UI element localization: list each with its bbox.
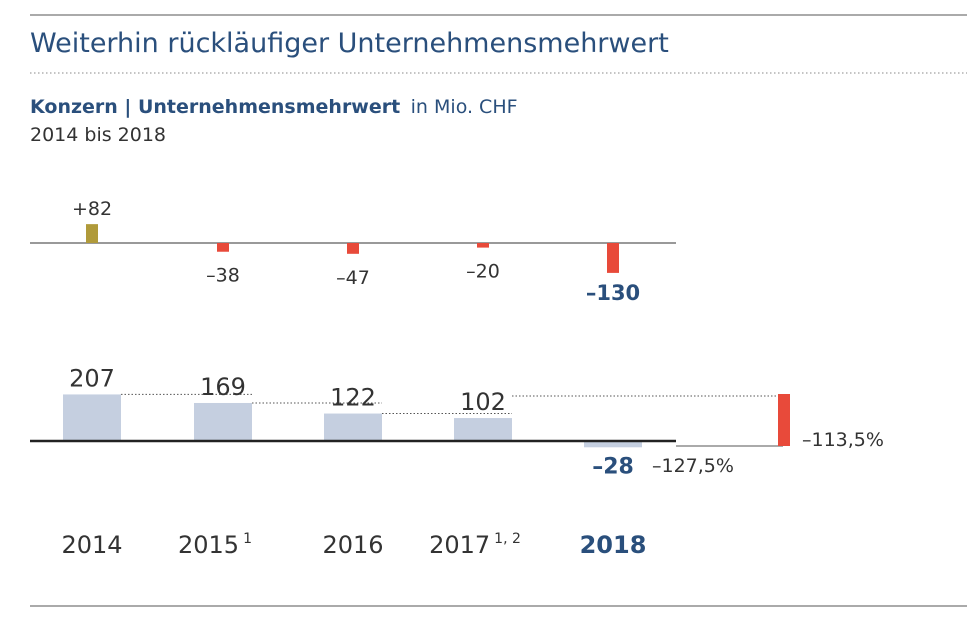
- change-bar-2018: [607, 243, 619, 273]
- change-bar-2015: [217, 243, 229, 252]
- value-label-2018: –28: [592, 454, 634, 479]
- total-change-bar: [778, 394, 790, 446]
- value-bar-2016: [324, 413, 382, 441]
- value-label-2017: 102: [460, 388, 506, 416]
- year-text: 2016: [322, 531, 383, 559]
- value-bar-2017: [454, 418, 512, 441]
- change-bar-2016: [347, 243, 359, 254]
- page-title: Weiterhin rückläufiger Unternehmensmehrw…: [30, 28, 669, 59]
- change-bar-2017: [477, 243, 489, 248]
- year-text: 2017: [429, 531, 490, 559]
- change-2017-2018-label: –127,5%: [652, 455, 734, 477]
- change-label-2014: +82: [72, 198, 112, 220]
- change-2014-2018-label: –113,5%: [802, 429, 884, 451]
- value-bar-2015: [194, 402, 252, 441]
- change-bar-2014: [86, 224, 98, 243]
- chart-subtitle: Konzern | Unternehmensmehrwert in Mio. C…: [30, 96, 518, 118]
- year-label-2016: 2016: [322, 531, 383, 559]
- year-text: 2014: [61, 531, 122, 559]
- year-range: 2014 bis 2018: [30, 124, 166, 146]
- change-label-2015: –38: [206, 265, 240, 287]
- change-label-2017: –20: [466, 261, 500, 283]
- value-bar-2014: [63, 394, 121, 441]
- value-label-2014: 207: [69, 364, 115, 392]
- year-footnote: 1, 2: [494, 531, 521, 547]
- value-label-2015: 169: [200, 373, 246, 401]
- year-labels: 2014 2015 1 2016 2017 1, 2 2018: [61, 531, 646, 559]
- value-chart: 207 169 122 102 –28 –127,5% –113,5%: [30, 364, 884, 479]
- year-label-2015: 2015 1: [178, 531, 252, 559]
- year-label-2018: 2018: [580, 531, 647, 559]
- subtitle-bold: Konzern | Unternehmensmehrwert: [30, 96, 400, 118]
- year-footnote: 1: [243, 531, 252, 547]
- year-text: 2018: [580, 531, 647, 559]
- year-text: 2015: [178, 531, 239, 559]
- change-chart: +82 –38 –47 –20 –130: [30, 198, 676, 305]
- change-label-2018: –130: [586, 281, 640, 305]
- year-label-2014: 2014: [61, 531, 122, 559]
- value-bar-2018: [584, 441, 642, 448]
- value-label-2016: 122: [330, 384, 376, 412]
- year-label-2017: 2017 1, 2: [429, 531, 521, 559]
- change-label-2016: –47: [336, 267, 370, 289]
- subtitle-unit: in Mio. CHF: [411, 96, 518, 118]
